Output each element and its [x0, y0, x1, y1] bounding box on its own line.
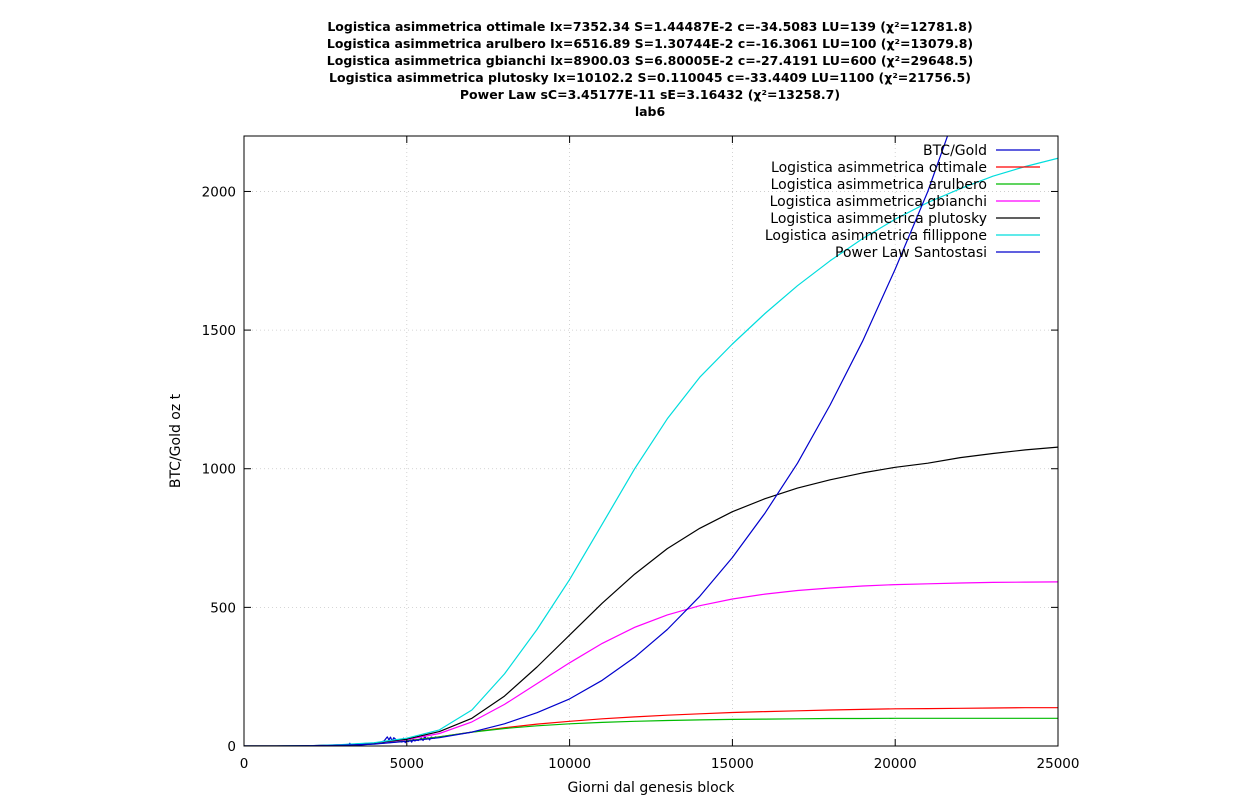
y-tick-label: 500	[210, 600, 236, 616]
x-tick-label: 0	[240, 756, 249, 772]
title-line-2: Logistica asimmetrica arulbero Ix=6516.8…	[327, 36, 973, 51]
plot-frame	[243, 135, 1059, 747]
x-tick-label: 15000	[711, 756, 754, 772]
title-line-5: Power Law sC=3.45177E-11 sE=3.16432 (χ²=…	[460, 87, 840, 102]
x-axis-label: Giorni dal genesis block	[568, 780, 736, 796]
legend-label: Power Law Santostasi	[835, 245, 987, 261]
x-tick-label: 20000	[874, 756, 917, 772]
legend-label: Logistica asimmetrica arulbero	[771, 177, 987, 193]
title-line-3: Logistica asimmetrica gbianchi Ix=8900.0…	[327, 53, 973, 68]
legend-label: Logistica asimmetrica gbianchi	[770, 194, 987, 210]
y-tick-label: 2000	[202, 184, 236, 200]
axis-ticks	[243, 136, 1059, 747]
x-tick-label: 5000	[390, 756, 424, 772]
x-tick-label: 10000	[548, 756, 591, 772]
series-line-4	[244, 446, 1058, 746]
legend-label: Logistica asimmetrica ottimale	[771, 160, 987, 176]
y-tick-label: 1000	[202, 462, 236, 478]
y-tick-label: 0	[227, 739, 236, 755]
series-line-6	[244, 136, 949, 746]
title-line-6: lab6	[635, 104, 666, 119]
series-layer	[244, 136, 1058, 746]
grid	[244, 136, 1058, 746]
title-line-4: Logistica asimmetrica plutosky Ix=10102.…	[329, 70, 971, 85]
legend-label: Logistica asimmetrica fillippone	[765, 228, 987, 244]
y-tick-label: 1500	[202, 323, 236, 339]
chart-title: Logistica asimmetrica ottimale Ix=7352.3…	[327, 19, 973, 119]
legend-label: BTC/Gold	[923, 143, 987, 159]
series-line-1	[244, 707, 1058, 746]
legend-label: Logistica asimmetrica plutosky	[770, 211, 987, 227]
title-line-1: Logistica asimmetrica ottimale Ix=7352.3…	[327, 19, 972, 34]
x-tick-label: 25000	[1037, 756, 1080, 772]
series-line-2	[244, 717, 1058, 746]
y-axis-label: BTC/Gold oz t	[168, 393, 184, 488]
tick-labels: 0 5000 10000 15000 20000 25000 0 500 1000 1500 200…	[202, 184, 1080, 772]
